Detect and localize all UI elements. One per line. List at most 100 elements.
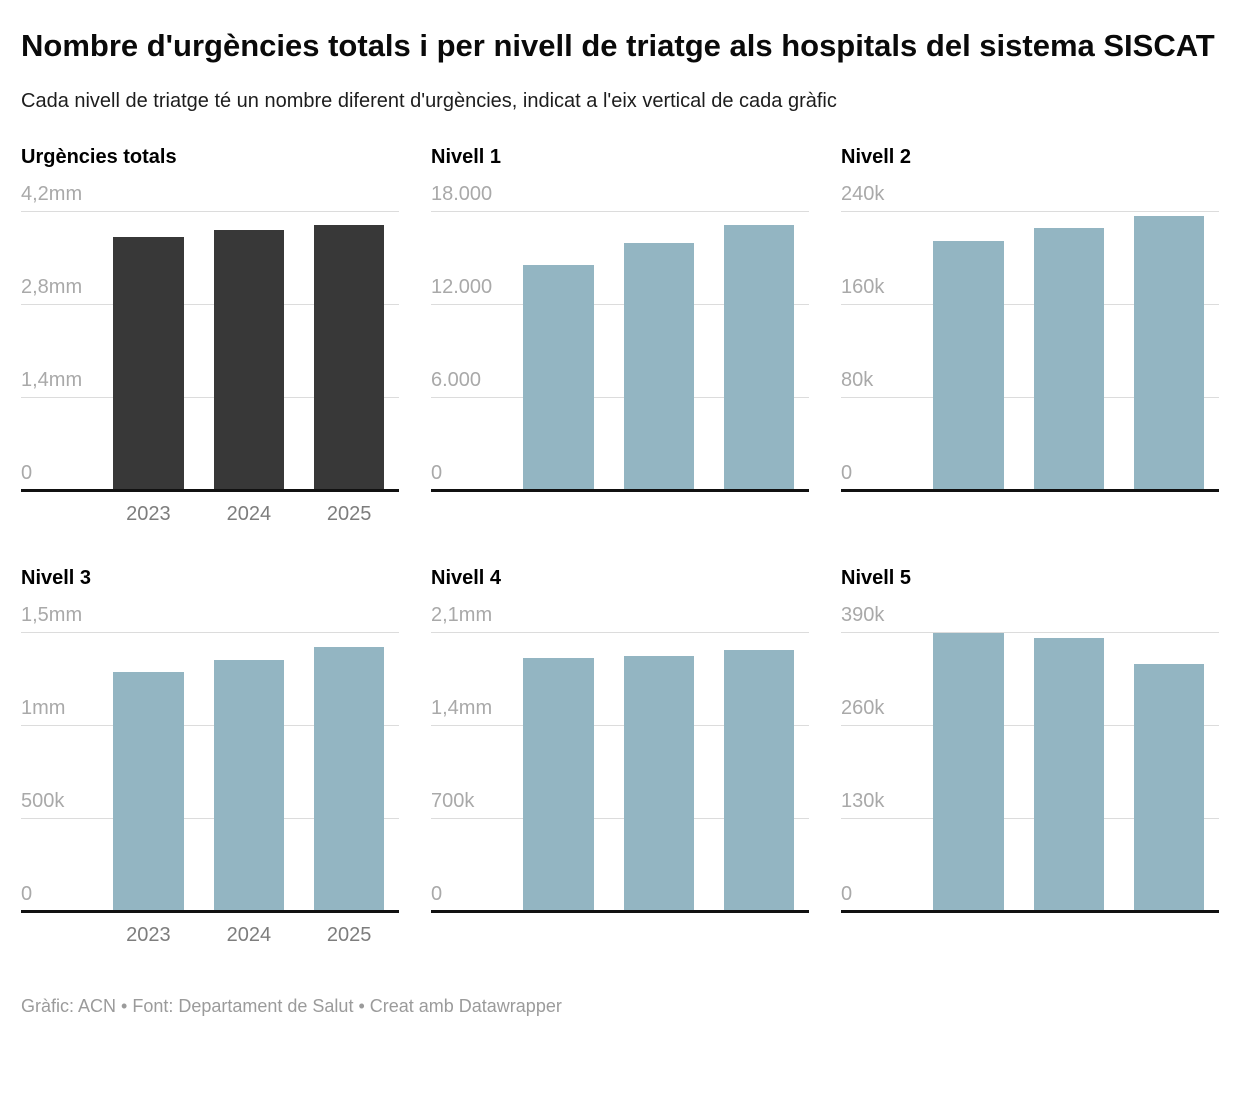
- x-tick-label: 2023: [126, 924, 171, 946]
- x-axis-labels: [841, 492, 1219, 530]
- plot-area: 2,1mm 1,4mm 700k 0: [431, 605, 809, 913]
- y-tick-label: 80k: [841, 369, 874, 392]
- gridline: [841, 632, 1219, 633]
- x-tick-label: 2024: [226, 503, 272, 525]
- x-axis-line: [21, 489, 399, 492]
- bar-2024[interactable]: [623, 655, 695, 910]
- x-tick-label: 2025: [326, 924, 372, 946]
- gridline: [431, 818, 809, 820]
- gridline: [21, 303, 399, 305]
- bar-2025[interactable]: [313, 647, 385, 910]
- gridline: [841, 303, 1219, 305]
- y-tick-label: 6.000: [431, 369, 482, 392]
- x-axis-line: [841, 489, 1219, 492]
- y-tick-label: 1,4mm: [21, 369, 83, 392]
- gridline: [841, 397, 1219, 399]
- x-axis-line: [431, 910, 809, 913]
- x-axis-line: [841, 910, 1219, 913]
- gridline: [21, 211, 399, 212]
- x-axis-labels: [431, 913, 809, 951]
- y-tick-label: 0: [431, 883, 443, 905]
- page-subtitle: Cada nivell de triatge té un nombre dife…: [21, 90, 837, 112]
- gridline: [21, 632, 399, 633]
- y-tick-label: 0: [841, 462, 853, 484]
- bar-2023[interactable]: [523, 264, 594, 489]
- gridline: [431, 724, 809, 726]
- y-tick-label: 500k: [21, 790, 65, 813]
- bar-2024[interactable]: [1033, 637, 1105, 910]
- y-tick-label: 240k: [841, 183, 885, 205]
- bar-2025[interactable]: [723, 650, 795, 910]
- x-axis-labels: [841, 913, 1219, 951]
- x-axis-line: [431, 489, 809, 492]
- y-tick-label: 12.000: [431, 275, 493, 298]
- chart-nivell-1: Nivell 1 18.000 12.000 6.000 0: [431, 145, 809, 530]
- gridline: [841, 724, 1219, 726]
- panel-title: Nivell 1: [431, 146, 502, 168]
- bar-2023[interactable]: [933, 633, 1004, 910]
- bar-2025[interactable]: [723, 225, 795, 489]
- page-title: Nombre d'urgències totals i per nivell d…: [21, 28, 1215, 63]
- plot-area: 4,2mm 2,8mm 1,4mm 0: [21, 184, 399, 492]
- bar-2025[interactable]: [313, 224, 385, 489]
- bar-2024[interactable]: [1033, 227, 1105, 489]
- x-tick-label: 2024: [226, 924, 272, 946]
- chart-urgencies-totals: Urgències totals 4,2mm 2,8mm 1,4mm 0 202…: [21, 145, 399, 530]
- bar-2025[interactable]: [1133, 664, 1205, 910]
- small-multiples-grid: Urgències totals 4,2mm 2,8mm 1,4mm 0 202…: [21, 145, 1219, 951]
- gridline: [431, 303, 809, 305]
- y-tick-label: 2,8mm: [21, 275, 83, 298]
- plot-area: 1,5mm 1mm 500k 0: [21, 605, 399, 913]
- x-axis-labels: 2023 2024 2025: [21, 913, 399, 951]
- y-tick-label: 0: [841, 883, 853, 905]
- plot-area: 18.000 12.000 6.000 0: [431, 184, 809, 492]
- bar-2024[interactable]: [213, 230, 285, 489]
- y-tick-label: 130k: [841, 790, 885, 813]
- gridline: [431, 397, 809, 399]
- chart-nivell-3: Nivell 3 1,5mm 1mm 500k 0 2023 2024 2025: [21, 566, 399, 951]
- bar-2023[interactable]: [113, 672, 184, 910]
- y-tick-label: 18.000: [431, 183, 493, 205]
- y-tick-label: 1mm: [21, 696, 66, 719]
- y-tick-label: 700k: [431, 790, 475, 813]
- y-tick-label: 0: [431, 462, 443, 484]
- y-tick-label: 0: [21, 883, 33, 905]
- gridline: [431, 632, 809, 633]
- x-tick-label: 2023: [126, 503, 171, 525]
- bar-2023[interactable]: [113, 236, 184, 489]
- chart-nivell-4: Nivell 4 2,1mm 1,4mm 700k 0: [431, 566, 809, 951]
- panel-title: Urgències totals: [21, 146, 177, 168]
- bar-2023[interactable]: [933, 240, 1004, 489]
- plot-area: 240k 160k 80k 0: [841, 184, 1219, 492]
- chart-nivell-2: Nivell 2 240k 160k 80k 0: [841, 145, 1219, 530]
- gridline: [841, 211, 1219, 212]
- x-axis-labels: 2023 2024 2025: [21, 492, 399, 530]
- y-tick-label: 1,5mm: [21, 604, 83, 626]
- chart-nivell-5: Nivell 5 390k 260k 130k 0: [841, 566, 1219, 951]
- panel-title: Nivell 5: [841, 567, 912, 589]
- gridline: [21, 818, 399, 820]
- y-tick-label: 4,2mm: [21, 183, 83, 205]
- attribution-line: Gràfic: ACN • Font: Departament de Salut…: [21, 996, 562, 1016]
- x-tick-label: 2025: [326, 503, 372, 525]
- bar-2024[interactable]: [623, 243, 695, 489]
- gridline: [21, 724, 399, 726]
- plot-area: 390k 260k 130k 0: [841, 605, 1219, 913]
- bar-2023[interactable]: [523, 658, 594, 910]
- y-tick-label: 260k: [841, 696, 885, 719]
- bar-2024[interactable]: [213, 660, 285, 910]
- y-tick-label: 1,4mm: [431, 696, 493, 719]
- y-tick-label: 390k: [841, 604, 885, 626]
- gridline: [21, 397, 399, 399]
- gridline: [431, 211, 809, 212]
- x-axis-line: [21, 910, 399, 913]
- panel-title: Nivell 3: [21, 567, 92, 589]
- bar-2025[interactable]: [1133, 216, 1205, 489]
- panel-title: Nivell 2: [841, 146, 912, 168]
- x-axis-labels: [431, 492, 809, 530]
- y-tick-label: 160k: [841, 275, 885, 298]
- panel-title: Nivell 4: [431, 567, 502, 589]
- gridline: [841, 818, 1219, 820]
- y-tick-label: 2,1mm: [431, 604, 493, 626]
- y-tick-label: 0: [21, 462, 33, 484]
